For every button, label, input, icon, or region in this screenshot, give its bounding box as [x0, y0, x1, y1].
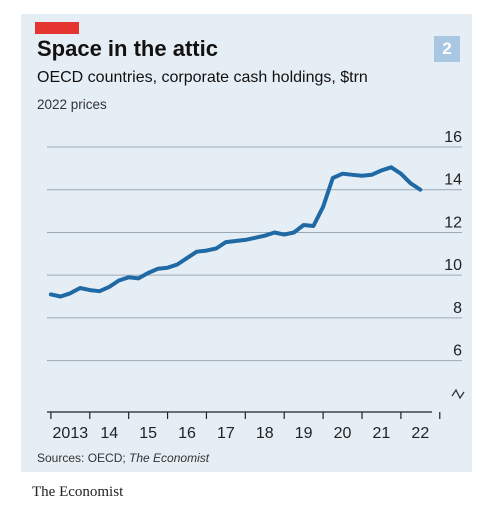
y-tick-label: 8 — [453, 300, 462, 317]
y-tick-label: 16 — [444, 129, 462, 146]
chart-subtitle: OECD countries, corporate cash holdings,… — [37, 69, 368, 86]
x-tick-label: 21 — [373, 425, 391, 442]
chart-source: Sources: OECD; The Economist — [37, 451, 209, 465]
source-publication: The Economist — [129, 451, 210, 465]
publisher-footer: The Economist — [32, 484, 124, 500]
x-tick-label: 17 — [217, 425, 235, 442]
chart-number-badge: 2 — [434, 36, 460, 62]
y-tick-label: 6 — [453, 343, 462, 360]
line-chart: 6 8 10 12 14 16 2013 14 15 16 17 18 19 20 21 22 — [47, 129, 465, 442]
chart-title: Space in the attic — [37, 36, 218, 61]
x-tick-label: 22 — [411, 425, 429, 442]
y-tick-label: 14 — [444, 172, 462, 189]
y-tick-label: 10 — [444, 257, 462, 274]
source-prefix: Sources: OECD; — [37, 451, 130, 465]
red-accent-tag — [35, 22, 79, 34]
x-tick-label: 2013 — [53, 425, 89, 442]
x-tick-label: 15 — [139, 425, 157, 442]
axis-break-icon — [451, 388, 465, 400]
x-tick-label: 14 — [100, 425, 118, 442]
series-line — [48, 165, 423, 299]
x-tick-label: 18 — [256, 425, 274, 442]
x-tick-label: 20 — [334, 425, 352, 442]
x-tick-label: 19 — [295, 425, 313, 442]
chart-units-note: 2022 prices — [37, 97, 107, 112]
x-tick-label: 16 — [178, 425, 196, 442]
chart-card: Space in the attic 2 OECD countries, cor… — [21, 14, 472, 472]
y-tick-label: 12 — [444, 214, 462, 231]
